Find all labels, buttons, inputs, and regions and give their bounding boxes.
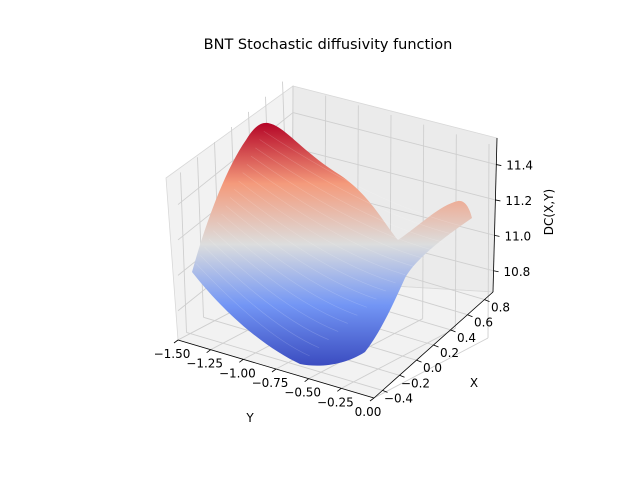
y-tick-label: −0.75 (252, 376, 289, 390)
x-tick-label: 0.4 (457, 331, 476, 345)
surface-mesh-line (212, 230, 348, 324)
surface-mesh-line (204, 246, 329, 340)
z-axis-line (492, 137, 498, 293)
x-tick (399, 374, 405, 378)
floor-grid-line-x (186, 331, 383, 391)
x-tick-label: −0.4 (384, 391, 413, 405)
x-tick (382, 390, 388, 393)
y-axis-label: Y (245, 411, 254, 425)
back-grid-line-z (292, 112, 497, 165)
surface-plot (192, 122, 472, 366)
y-tick-label: −0.50 (284, 386, 321, 400)
z-tick (493, 270, 499, 273)
floor-grid-line-y (373, 337, 489, 399)
surface-mesh-line (255, 147, 444, 243)
back-grid-line-z (292, 147, 496, 201)
y-tick-label: −1.50 (154, 347, 191, 361)
z-axis-label: DC(X,Y) (542, 189, 556, 235)
back-grid-line-y (454, 134, 457, 329)
y-tick (369, 397, 375, 402)
surface-mesh-line (259, 139, 453, 235)
z-tick (496, 164, 502, 166)
surface-mesh-line (196, 263, 310, 357)
y-tick (337, 388, 342, 392)
x-tick (467, 314, 473, 318)
surface-mesh-line (263, 131, 463, 227)
x-tick-label: 0.8 (491, 301, 510, 315)
y-tick (173, 339, 179, 344)
x-tick-label: 0.2 (440, 346, 459, 360)
x-tick (484, 299, 490, 302)
surface-mesh-line (234, 188, 396, 284)
y-tick-label: −1.25 (186, 357, 223, 371)
surface-mesh-line (221, 213, 367, 308)
x-tick (433, 344, 439, 348)
surface-mesh-line (238, 180, 406, 276)
back-grid-line-y (487, 143, 490, 339)
surface-mesh-line (242, 172, 415, 267)
y-tick-label: 0.00 (355, 405, 382, 419)
x-tick-label: 0.0 (423, 361, 442, 375)
z-tick-label: 10.8 (504, 265, 531, 279)
surface-mesh-line (246, 164, 425, 259)
tick-labels: −1.50−1.25−1.00−0.75−0.50−0.250.00−0.4−0… (154, 159, 533, 419)
z-tick-label: 11.0 (504, 229, 531, 243)
z-tick (495, 199, 501, 202)
y-tick-label: −0.25 (317, 395, 354, 409)
surface-mesh-line (208, 238, 339, 332)
x-tick-label: −0.2 (401, 376, 430, 390)
surface-mesh-line (250, 155, 434, 251)
x-tick-label: 0.6 (474, 316, 493, 330)
floor-grid-line-y (341, 327, 456, 389)
surface-mesh-line (229, 197, 387, 292)
surface-mesh-line (225, 205, 377, 300)
y-tick (304, 378, 309, 382)
x-axis-label: X (470, 376, 478, 390)
tick-marks (173, 164, 502, 402)
y-tick (206, 349, 211, 353)
y-tick (271, 368, 277, 373)
y-tick (239, 359, 244, 363)
left-grid-line-x (180, 172, 187, 333)
surface-mesh-line (200, 255, 320, 349)
surface-fill (192, 122, 472, 366)
x-tick (416, 359, 422, 363)
z-tick (494, 234, 500, 237)
surface-mesh-line (217, 222, 358, 316)
chart-title: BNT Stochastic diffusivity function (204, 37, 453, 53)
y-tick-label: −1.00 (219, 366, 256, 380)
x-tick (450, 329, 456, 333)
z-tick-label: 11.4 (506, 159, 533, 173)
z-tick-label: 11.2 (505, 194, 532, 208)
